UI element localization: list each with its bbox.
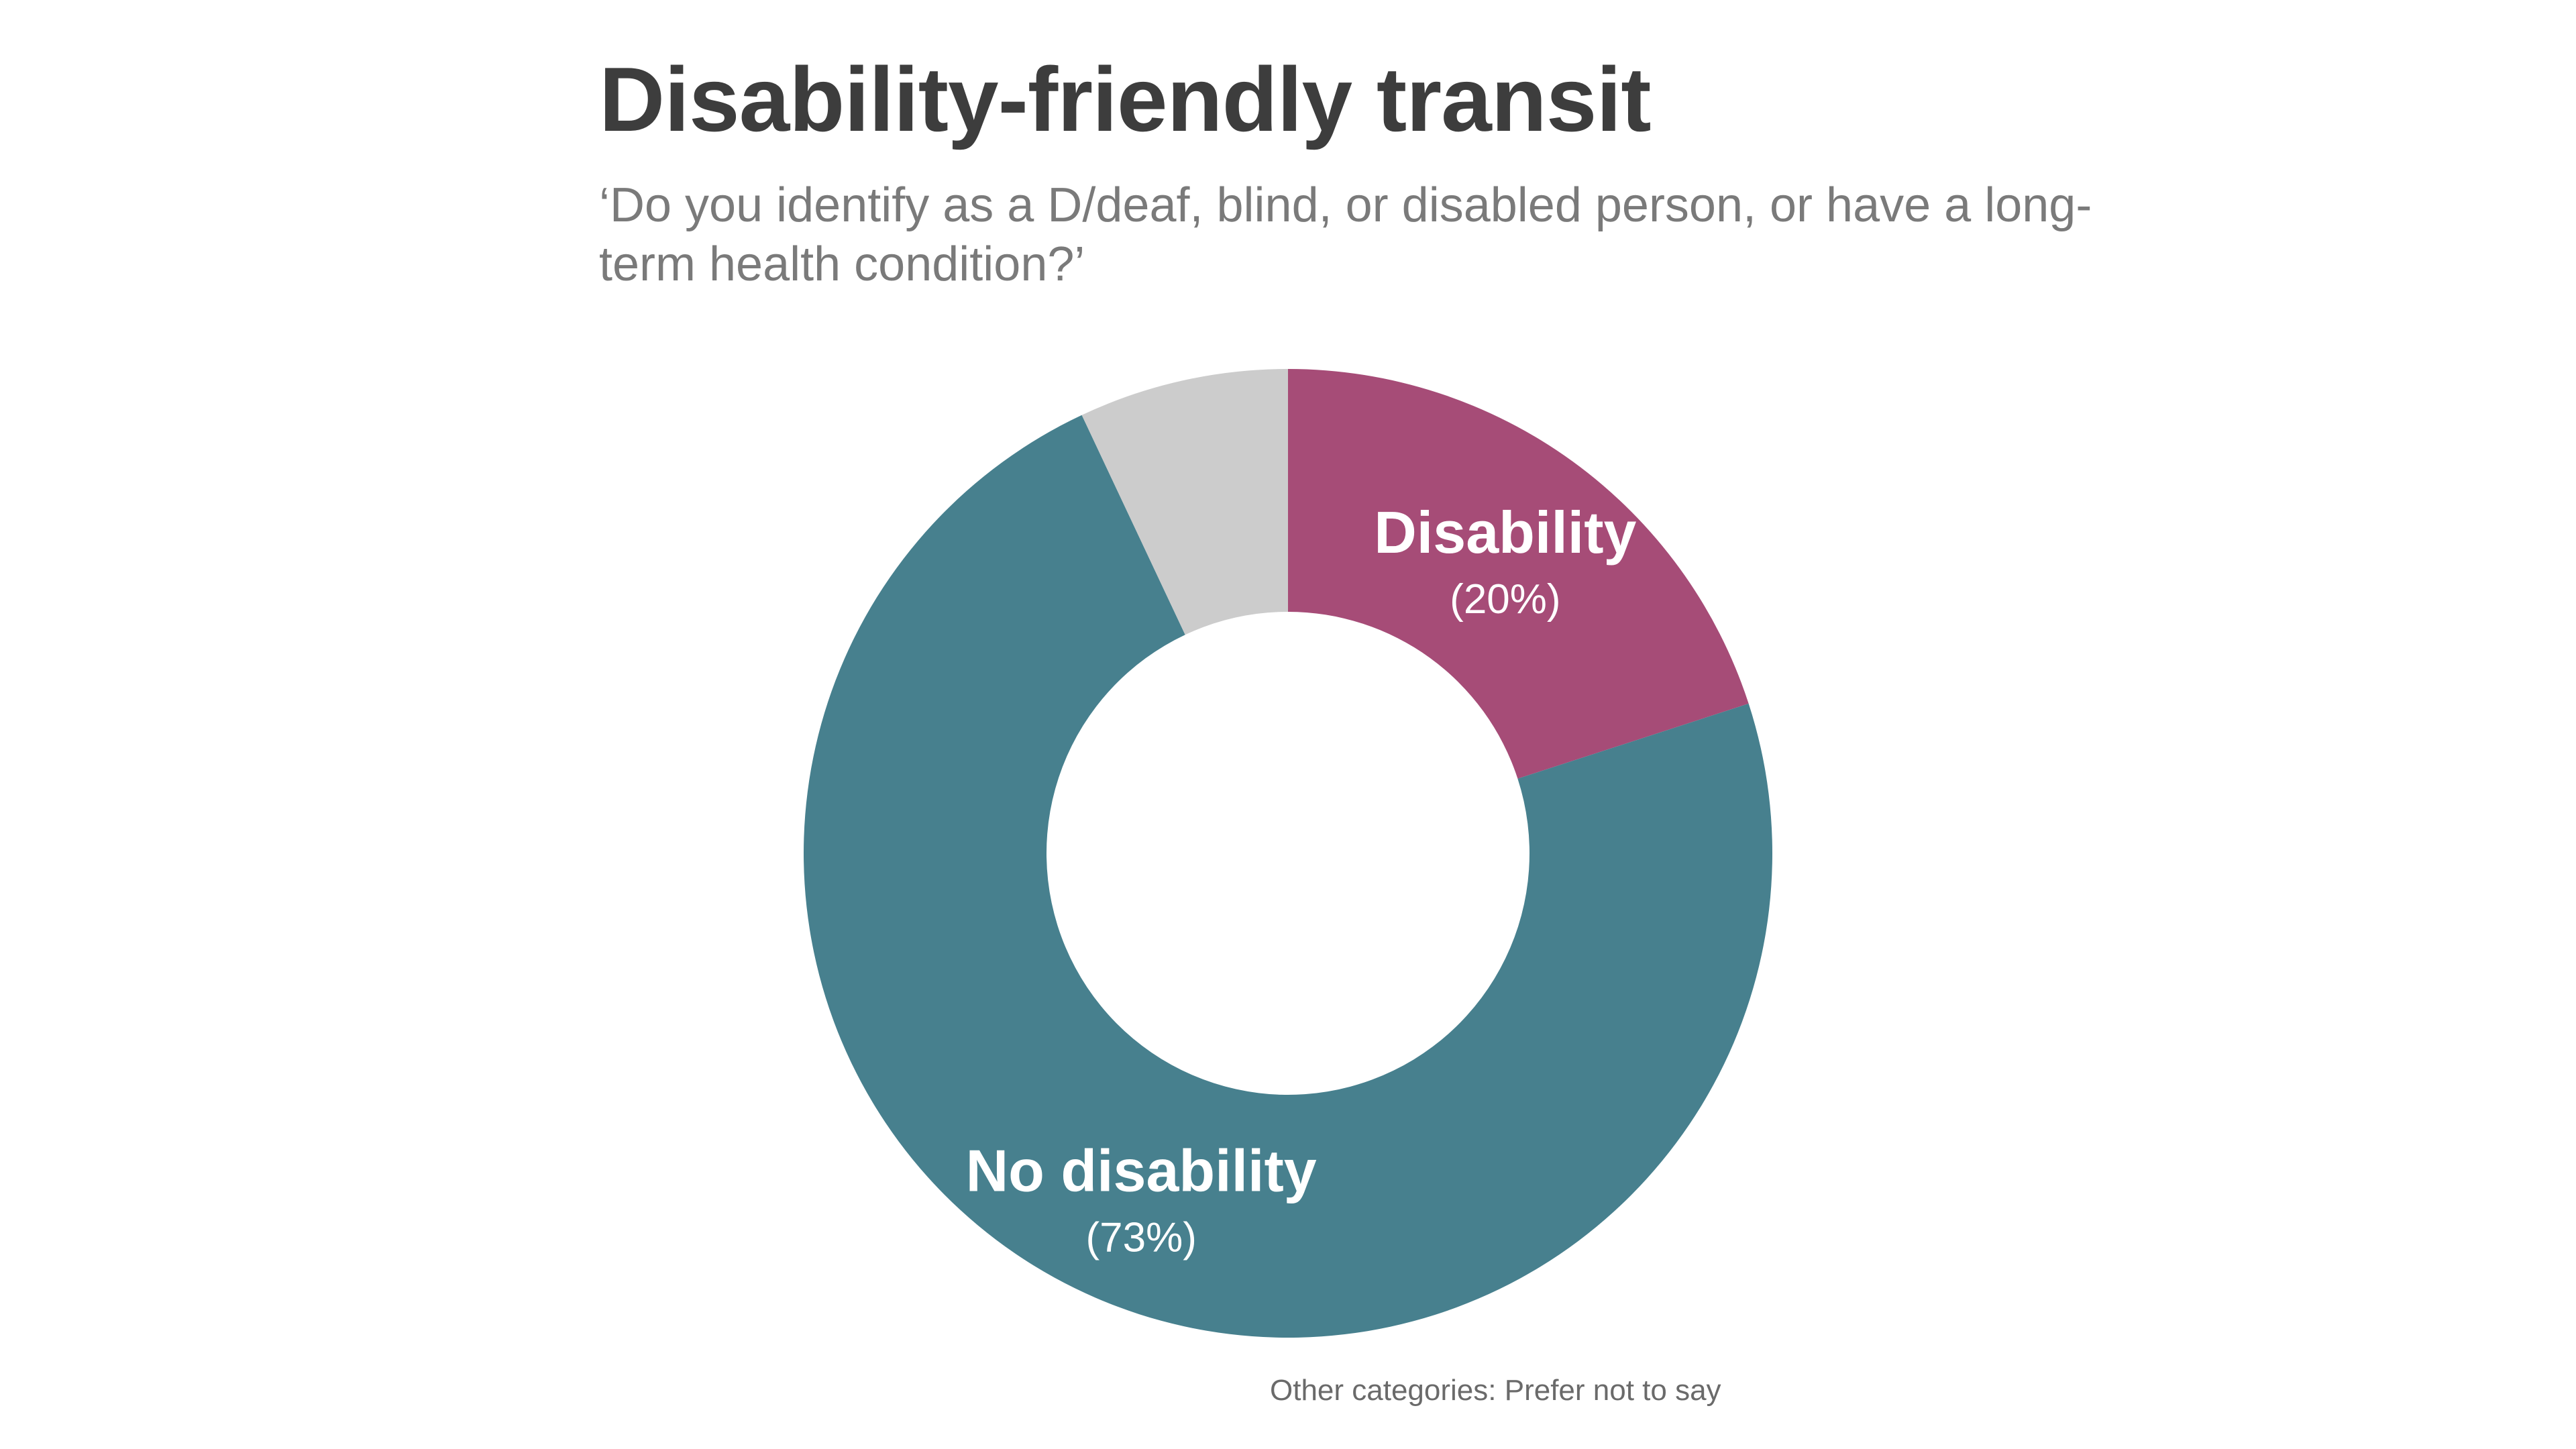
donut-labels: Disability (20%) No disability (73%) bbox=[966, 499, 1637, 1260]
donut-slice-prefer-not-to-say bbox=[1081, 369, 1288, 635]
slice-value-no-disability: (73%) bbox=[1085, 1215, 1196, 1261]
slice-label-no-disability: No disability bbox=[966, 1138, 1317, 1204]
chart-title: Disability-friendly transit bbox=[599, 48, 1652, 150]
donut-slice-no-disability bbox=[804, 415, 1773, 1338]
chart-subtitle: ‘Do you identify as a D/deaf, blind, or … bbox=[599, 178, 2092, 291]
slice-value-disability: (20%) bbox=[1450, 576, 1560, 623]
chart-footnote: Other categories: Prefer not to say bbox=[1270, 1374, 1721, 1407]
donut-slice-disability bbox=[1288, 369, 1749, 779]
donut-slices bbox=[804, 369, 1773, 1338]
slice-label-disability: Disability bbox=[1374, 499, 1636, 566]
